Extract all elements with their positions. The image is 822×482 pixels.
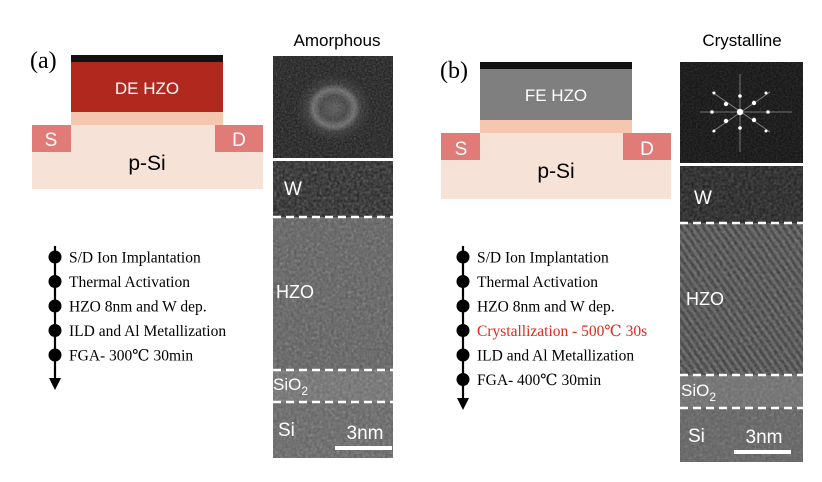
process-step-text: Thermal Activation [69,274,190,291]
scale-bar-a [335,446,392,450]
step-bullet [48,250,62,264]
tem-image-crystalline: W HZO SiO2 Si 3nm [680,166,803,462]
tem-label-hzo-a: HZO [276,282,314,302]
process-flow-b: S/D Ion Implantation Thermal Activation HZ… [456,246,647,410]
fft-image-amorphous [273,56,393,158]
gate-metal-b [480,62,632,69]
tem-label-w-b: W [694,188,712,209]
step-bullet [48,275,62,288]
panel-b: (b) FE HZO S D p-Si S/D Ion Implantation… [440,31,803,462]
gate-metal-a [71,55,223,62]
step-bullet [48,299,62,313]
step-bullet [48,324,62,337]
step-bullet [48,348,62,362]
process-step-text: HZO 8nm and W dep. [477,299,615,316]
step-bullet [456,348,470,362]
process-step-text: FGA- 300℃ 30min [69,348,193,365]
process-flow-a: S/D Ion Implantation Thermal Activation HZ… [48,246,226,390]
phase-title-crystalline: Crystalline [702,31,781,50]
fe-hzo-layer [480,69,632,120]
step-bullet [456,250,470,264]
tem-label-w-a: W [284,179,302,200]
process-step-text: FGA- 400℃ 30min [477,372,601,389]
source-region-b [441,133,480,160]
panel-a: (a) DE HZO S D p-Si S/D Ion Implantation… [30,31,393,458]
process-step-text: Crystallization - 500℃ 30s [477,323,647,340]
step-bullet [456,275,470,288]
substrate-label-a: p-Si [128,152,165,175]
phase-title-amorphous: Amorphous [294,31,381,50]
scale-bar-label-a: 3nm [347,423,384,444]
source-region-a [32,125,71,152]
scale-bar-b [734,450,791,454]
drain-label-b: D [640,139,654,160]
interlayer-a [71,112,223,125]
process-step-text: S/D Ion Implantation [69,250,201,267]
tem-label-si-b: Si [688,426,705,447]
process-step-text: ILD and Al Metallization [69,323,226,340]
scale-bar-label-b: 3nm [746,427,783,448]
panel-b-label: (b) [440,58,468,84]
fe-hzo-label: FE HZO [525,86,587,105]
tem-label-si-a: Si [278,420,295,441]
tem-label-hzo-b: HZO [686,289,724,309]
process-step-text: Thermal Activation [477,274,598,291]
step-bullet [456,324,470,337]
process-step-text: HZO 8nm and W dep. [69,299,207,316]
fft-image-crystalline [680,62,803,163]
source-label-a: S [45,130,58,151]
de-hzo-layer [71,62,223,112]
drain-label-a: D [232,130,246,151]
interlayer-b [480,120,632,133]
substrate-label-b: p-Si [537,160,574,183]
tem-label-sio2-b: SiO2 [681,381,716,404]
flow-arrow-head-a [49,378,61,390]
tem-image-amorphous: W HZO SiO2 Si 3nm [273,161,393,458]
drain-region-a [215,125,263,152]
drain-region-b [623,133,671,160]
device-schematic-b: FE HZO S D p-Si [441,62,671,199]
tem-label-sio2-a: SiO2 [273,375,308,398]
source-label-b: S [455,139,468,160]
step-bullet [456,299,470,313]
process-step-text: ILD and Al Metallization [477,348,634,365]
de-hzo-label: DE HZO [115,79,179,98]
process-step-text: S/D Ion Implantation [477,250,609,267]
panel-a-label: (a) [30,48,57,74]
step-bullet [456,373,470,386]
device-schematic-a: DE HZO S D p-Si [32,55,263,189]
flow-arrow-head-b [457,398,469,410]
